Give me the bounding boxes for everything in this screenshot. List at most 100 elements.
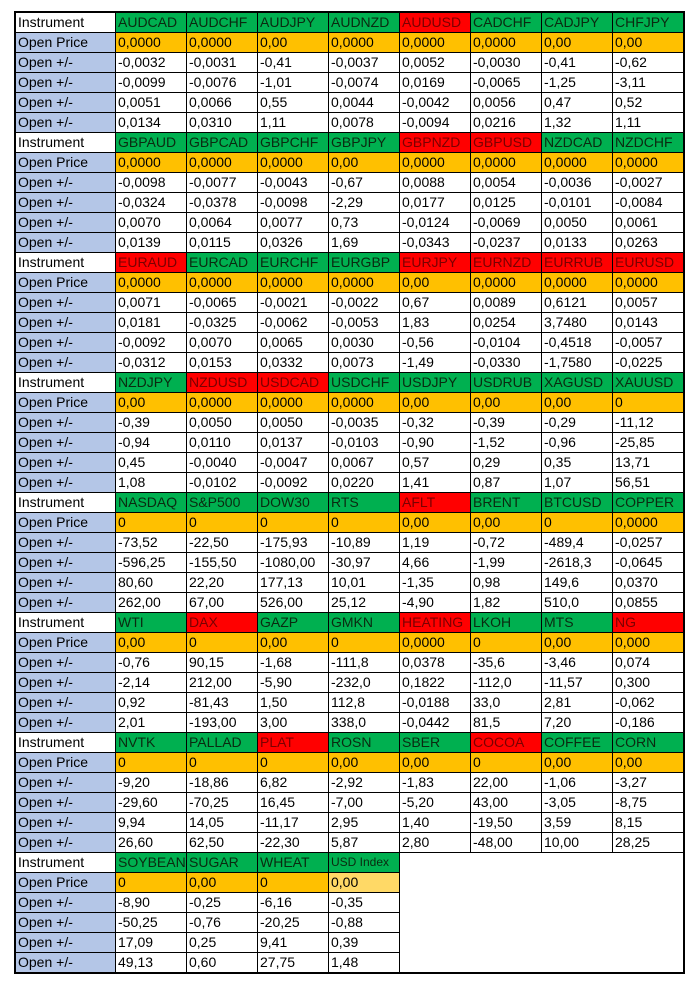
open-change-cell[interactable]: -81,43 <box>186 692 258 713</box>
open-change-cell[interactable]: -73,52 <box>115 532 187 553</box>
open-change-cell[interactable]: 3,59 <box>541 812 613 833</box>
open-price-cell[interactable]: 0,0000 <box>257 392 329 413</box>
open-change-cell[interactable]: -0,0098 <box>115 172 187 193</box>
instrument-name-cell[interactable]: DOW30 <box>257 492 329 513</box>
open-change-cell[interactable]: -1,99 <box>470 552 542 573</box>
instrument-name-cell[interactable]: EURCHF <box>257 252 329 273</box>
open-change-cell[interactable]: 0,0061 <box>612 212 685 233</box>
instrument-name-cell[interactable]: CADJPY <box>541 11 613 33</box>
instrument-name-cell[interactable]: BTCUSD <box>541 492 613 513</box>
instrument-name-cell[interactable]: CHFJPY <box>612 11 685 33</box>
open-change-cell[interactable]: 7,20 <box>541 712 613 733</box>
instrument-name-cell[interactable]: COCOA <box>470 732 542 753</box>
open-change-cell[interactable]: 1,32 <box>541 112 613 133</box>
open-price-cell[interactable]: 0,0000 <box>612 272 685 293</box>
open-price-cell[interactable]: 0 <box>257 872 329 893</box>
open-change-cell[interactable]: -0,56 <box>399 332 471 353</box>
open-change-cell[interactable]: 1,41 <box>399 472 471 493</box>
open-change-cell[interactable]: 0,47 <box>541 92 613 113</box>
open-change-cell[interactable]: 3,7480 <box>541 312 613 333</box>
instrument-name-cell[interactable]: PALLAD <box>186 732 258 753</box>
open-change-cell[interactable]: -0,4518 <box>541 332 613 353</box>
open-change-cell[interactable]: 67,00 <box>186 592 258 613</box>
open-change-cell[interactable]: 25,12 <box>328 592 400 613</box>
instrument-name-cell[interactable]: EURAUD <box>115 252 187 273</box>
open-change-cell[interactable]: -0,0442 <box>399 712 471 733</box>
instrument-name-cell[interactable]: SOYBEAN <box>115 852 187 873</box>
open-price-cell[interactable]: 0,0000 <box>541 152 613 173</box>
open-change-cell[interactable]: 26,60 <box>115 832 187 853</box>
instrument-name-cell[interactable]: GBPCAD <box>186 132 258 153</box>
open-change-cell[interactable]: -0,0022 <box>328 292 400 313</box>
instrument-name-cell[interactable]: AUDCHF <box>186 11 258 33</box>
open-change-cell[interactable]: -50,25 <box>115 912 187 933</box>
instrument-name-cell[interactable]: COFFEE <box>541 732 613 753</box>
open-price-cell[interactable]: 0,0000 <box>186 272 258 293</box>
open-change-cell[interactable]: 0,45 <box>115 452 187 473</box>
open-change-cell[interactable]: -5,20 <box>399 792 471 813</box>
open-change-cell[interactable]: -0,0035 <box>328 412 400 433</box>
open-change-cell[interactable]: 0,0137 <box>257 432 329 453</box>
open-change-cell[interactable]: -35,6 <box>470 652 542 673</box>
open-change-cell[interactable]: -0,90 <box>399 432 471 453</box>
open-change-cell[interactable]: -1,35 <box>399 572 471 593</box>
open-change-cell[interactable]: -0,0043 <box>257 172 329 193</box>
open-change-cell[interactable]: -0,0047 <box>257 452 329 473</box>
open-change-cell[interactable]: 0,92 <box>115 692 187 713</box>
open-price-cell[interactable]: 0,0000 <box>470 272 542 293</box>
open-change-cell[interactable]: 0,0050 <box>257 412 329 433</box>
open-change-cell[interactable]: -19,50 <box>470 812 542 833</box>
open-change-cell[interactable]: 0,0054 <box>470 172 542 193</box>
open-change-cell[interactable]: 0,87 <box>470 472 542 493</box>
open-change-cell[interactable]: 1,07 <box>541 472 613 493</box>
open-change-cell[interactable]: -0,0099 <box>115 72 187 93</box>
open-change-cell[interactable]: 0,074 <box>612 652 685 673</box>
open-change-cell[interactable]: -2,29 <box>328 192 400 213</box>
open-price-cell[interactable]: 0 <box>186 632 258 653</box>
open-change-cell[interactable]: -0,0057 <box>612 332 685 353</box>
instrument-name-cell[interactable]: ROSN <box>328 732 400 753</box>
open-change-cell[interactable]: 510,0 <box>541 592 613 613</box>
open-change-cell[interactable]: 28,25 <box>612 832 685 853</box>
open-price-cell[interactable]: 0,00 <box>328 752 400 773</box>
open-change-cell[interactable]: 1,11 <box>257 112 329 133</box>
open-change-cell[interactable]: 14,05 <box>186 812 258 833</box>
instrument-name-cell[interactable]: GBPUSD <box>470 132 542 153</box>
instrument-name-cell[interactable]: AUDNZD <box>328 11 400 33</box>
open-change-cell[interactable]: -0,41 <box>257 52 329 73</box>
open-change-cell[interactable]: 0,0089 <box>470 292 542 313</box>
instrument-name-cell[interactable]: USDRUB <box>470 372 542 393</box>
instrument-name-cell[interactable]: WHEAT <box>257 852 329 873</box>
open-change-cell[interactable]: -70,25 <box>186 792 258 813</box>
open-change-cell[interactable]: -4,90 <box>399 592 471 613</box>
open-change-cell[interactable]: 0,0070 <box>115 212 187 233</box>
instrument-name-cell[interactable]: CORN <box>612 732 685 753</box>
open-change-cell[interactable]: 56,51 <box>612 472 685 493</box>
open-price-cell[interactable]: 0 <box>257 512 329 533</box>
open-change-cell[interactable]: -8,75 <box>612 792 685 813</box>
open-price-cell[interactable]: 0 <box>257 752 329 773</box>
instrument-name-cell[interactable]: EURRUB <box>541 252 613 273</box>
open-change-cell[interactable]: 0,0051 <box>115 92 187 113</box>
open-change-cell[interactable]: -25,85 <box>612 432 685 453</box>
open-change-cell[interactable]: 49,13 <box>115 952 187 974</box>
instrument-name-cell[interactable]: AUDJPY <box>257 11 329 33</box>
open-change-cell[interactable]: 262,00 <box>115 592 187 613</box>
open-change-cell[interactable]: -0,35 <box>328 892 400 913</box>
open-price-cell[interactable]: 0,00 <box>470 392 542 413</box>
open-change-cell[interactable]: -0,0094 <box>399 112 471 133</box>
instrument-name-cell[interactable]: BRENT <box>470 492 542 513</box>
instrument-name-cell[interactable]: AUDUSD <box>399 11 471 33</box>
instrument-name-cell[interactable]: NZDUSD <box>186 372 258 393</box>
open-change-cell[interactable]: -2,14 <box>115 672 187 693</box>
open-change-cell[interactable]: -0,0062 <box>257 312 329 333</box>
open-price-cell[interactable]: 0,0000 <box>257 152 329 173</box>
open-change-cell[interactable]: 0,0332 <box>257 352 329 373</box>
open-change-cell[interactable]: -11,17 <box>257 812 329 833</box>
open-change-cell[interactable]: 112,8 <box>328 692 400 713</box>
open-change-cell[interactable]: 4,66 <box>399 552 471 573</box>
instrument-name-cell[interactable]: NASDAQ <box>115 492 187 513</box>
open-price-cell[interactable]: 0,0000 <box>186 152 258 173</box>
open-price-cell[interactable]: 0,00 <box>186 872 258 893</box>
open-change-cell[interactable]: -3,27 <box>612 772 685 793</box>
